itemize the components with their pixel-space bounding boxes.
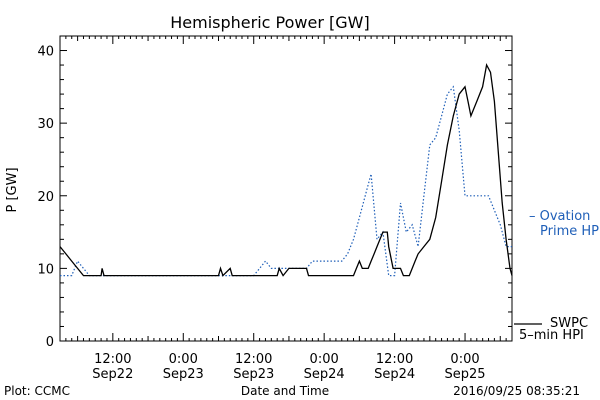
legend-swpc-line1: SWPC — [550, 316, 588, 331]
x-axis-label: Date and Time — [241, 384, 329, 398]
x-tick-label-date: Sep23 — [163, 367, 204, 382]
x-tick-label-date: Sep24 — [304, 367, 345, 382]
x-tick-labels: 12:00Sep220:00Sep2312:00Sep230:00Sep2412… — [92, 352, 485, 382]
x-tick-label-date: Sep23 — [233, 367, 274, 382]
x-tick-label-date: Sep25 — [445, 367, 486, 382]
plot-frame — [59, 35, 513, 342]
footer-plot-credit: Plot: CCMC — [4, 384, 70, 398]
x-tick-label-time: 12:00 — [94, 352, 131, 367]
x-tick-label-date: Sep24 — [374, 367, 415, 382]
axis-ticks — [59, 35, 513, 342]
x-tick-label-date: Sep22 — [92, 367, 133, 382]
chart-title: Hemispheric Power [GW] — [170, 13, 369, 32]
y-axis-label: P [GW] — [5, 167, 20, 212]
y-tick-label: 40 — [37, 45, 54, 60]
x-tick-label-time: 0:00 — [310, 352, 339, 367]
series-line-ovation-prime — [60, 85, 512, 277]
legend-swpc-line2: 5–min HPI — [519, 328, 584, 343]
y-tick-label: 10 — [37, 262, 54, 277]
y-tick-labels: 0 10 20 30 40 — [37, 45, 54, 350]
x-tick-label-time: 0:00 — [450, 352, 479, 367]
y-tick-label: 0 — [46, 335, 54, 350]
y-tick-label: 20 — [37, 190, 54, 205]
y-tick-label: 30 — [37, 117, 54, 132]
footer-timestamp: 2016/09/25 08:35:21 — [453, 384, 580, 398]
series-line-swpc — [59, 63, 513, 277]
x-tick-label-time: 12:00 — [376, 352, 413, 367]
legend-ovation-line1: – Ovation — [529, 209, 590, 224]
x-tick-label-time: 0:00 — [169, 352, 198, 367]
x-tick-label-time: 12:00 — [235, 352, 272, 367]
legend-ovation-line2: Prime HPI — [540, 224, 600, 239]
